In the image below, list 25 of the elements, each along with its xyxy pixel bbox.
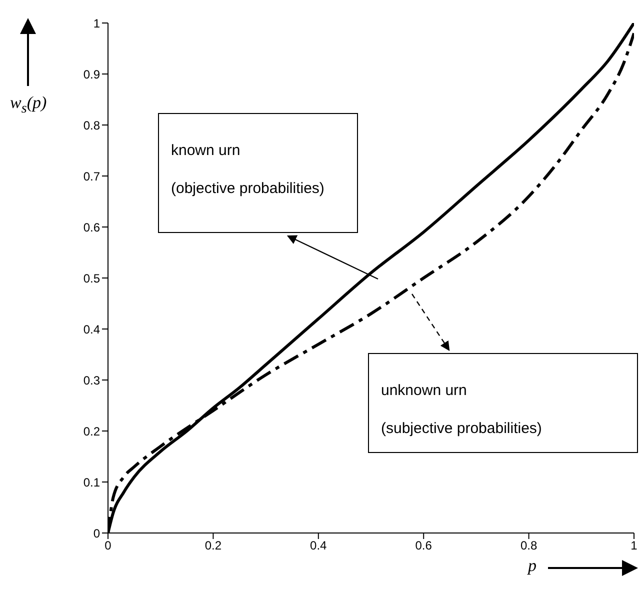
text-frame: unknown urn (subjective probabilities) xyxy=(368,353,638,453)
y-tick-label: 0.4 xyxy=(83,322,100,336)
x-tick-label: 0.2 xyxy=(204,538,222,553)
x-tick-label: 0.8 xyxy=(520,538,538,553)
annotation: known urn xyxy=(171,141,242,161)
x-tick-label: 0.6 xyxy=(415,538,432,553)
y-tick-label: 0 xyxy=(93,526,100,540)
y-axis-title: w$_{s}$(p) xyxy=(10,93,47,116)
x-tick-label: 1 xyxy=(630,538,638,553)
y-tick-label: 0.6 xyxy=(83,220,100,234)
y-tick-label: 0.7 xyxy=(83,169,100,184)
x-axis-title: p xyxy=(528,556,536,575)
y-tick-label: 0.9 xyxy=(83,67,100,82)
y-tick-label: 0.5 xyxy=(83,271,100,286)
y-tick-label: 0.1 xyxy=(83,475,100,490)
y-tick-label: 1 xyxy=(93,16,100,30)
annotation: (subjective probabilities) xyxy=(381,419,543,439)
text-frame: known urn (objective probabilities) xyxy=(158,113,358,233)
annotation: unknown urn xyxy=(381,381,468,401)
annotation: (objective probabilities) xyxy=(171,179,326,199)
y-tick-label: 0.3 xyxy=(83,373,100,388)
x-tick-label: 0 xyxy=(104,538,112,553)
x-tick-label: 0.4 xyxy=(310,538,328,553)
y-tick-label: 0.2 xyxy=(83,424,100,438)
y-tick-label: 0.8 xyxy=(83,118,100,132)
